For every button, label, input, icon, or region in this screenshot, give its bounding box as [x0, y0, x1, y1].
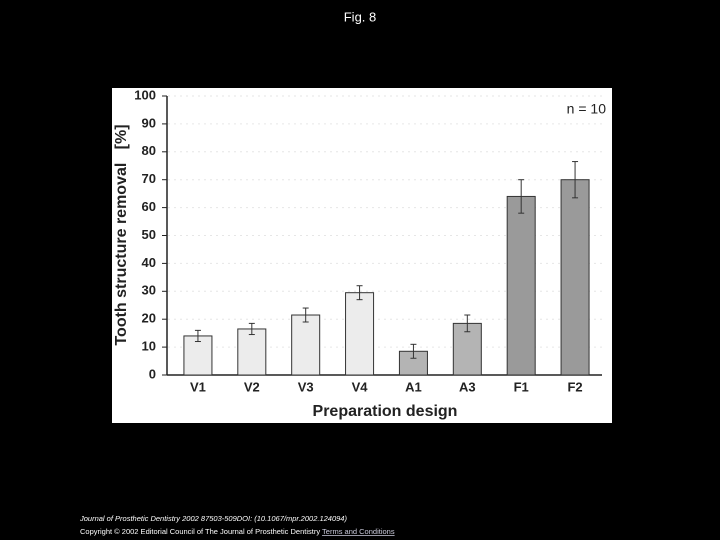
- y-tick-label: 30: [142, 283, 156, 298]
- x-tick-label: F1: [514, 379, 529, 394]
- x-tick-label: V2: [244, 379, 260, 394]
- y-tick-label: 70: [142, 171, 156, 186]
- bar: [237, 328, 267, 376]
- x-tick-label: A1: [405, 379, 422, 394]
- y-tick-label: 40: [142, 255, 156, 270]
- terms-link[interactable]: Terms and Conditions: [322, 527, 395, 536]
- bar: [506, 195, 536, 376]
- y-tick-label: 20: [142, 311, 156, 326]
- x-axis-label: Preparation design: [313, 403, 458, 420]
- y-tick-label: 90: [142, 115, 156, 130]
- y-axis-label: Tooth structure removal [%]: [113, 124, 130, 345]
- y-tick-label: 100: [134, 87, 156, 102]
- annotation: n = 10: [567, 101, 607, 117]
- copyright-text: Copyright © 2002 Editorial Council of Th…: [80, 527, 320, 536]
- citation: Journal of Prosthetic Dentistry 2002 875…: [79, 514, 347, 523]
- bar: [291, 314, 321, 376]
- y-tick-label: 10: [142, 339, 156, 354]
- copyright: Copyright © 2002 Editorial Council of Th…: [80, 527, 395, 536]
- x-tick-label: V3: [298, 379, 314, 394]
- x-tick-label: V4: [352, 379, 369, 394]
- y-tick-label: 60: [142, 199, 156, 214]
- x-tick-label: V1: [190, 379, 206, 394]
- x-tick-label: F2: [567, 379, 582, 394]
- bar: [560, 179, 590, 376]
- slide-title: Fig. 8: [344, 9, 377, 24]
- x-tick-label: A3: [459, 379, 476, 394]
- bar: [183, 335, 213, 376]
- y-tick-label: 50: [142, 227, 156, 242]
- y-tick-label: 80: [142, 143, 156, 158]
- bar: [345, 292, 375, 376]
- y-tick-label: 0: [149, 366, 156, 381]
